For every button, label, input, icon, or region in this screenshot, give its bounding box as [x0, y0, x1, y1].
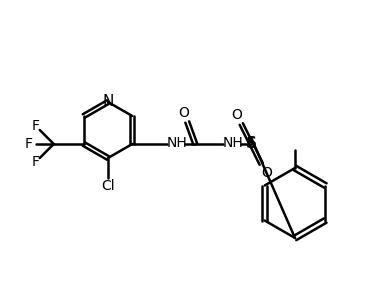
- Text: O: O: [231, 108, 242, 122]
- Text: S: S: [246, 137, 257, 151]
- Text: Cl: Cl: [101, 179, 115, 193]
- Text: NH: NH: [167, 136, 188, 150]
- Text: F: F: [32, 155, 40, 169]
- Text: NH: NH: [223, 136, 243, 150]
- Text: F: F: [32, 119, 40, 133]
- Text: O: O: [261, 166, 272, 180]
- Text: N: N: [102, 94, 114, 109]
- Text: F: F: [25, 137, 33, 151]
- Text: O: O: [178, 106, 189, 120]
